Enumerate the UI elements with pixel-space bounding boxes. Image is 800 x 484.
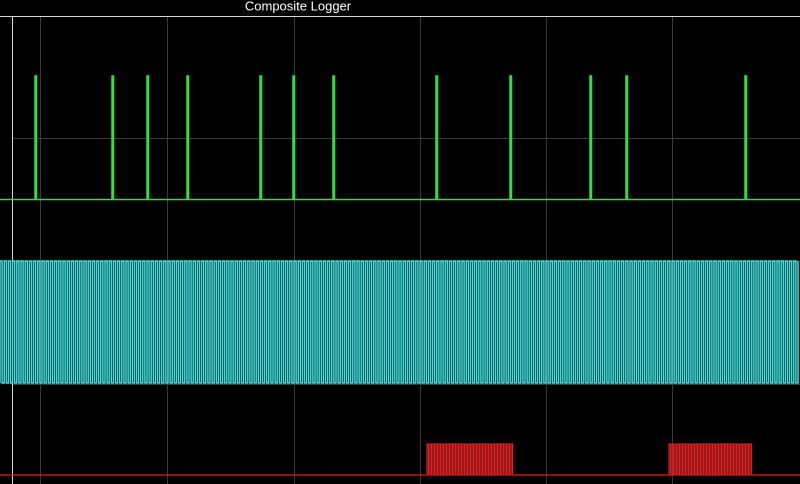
trigger-trace — [0, 75, 800, 201]
burst-trace — [0, 443, 800, 476]
square-wave-trace — [0, 260, 799, 384]
traces — [0, 75, 800, 476]
title: Composite Logger — [245, 0, 352, 13]
